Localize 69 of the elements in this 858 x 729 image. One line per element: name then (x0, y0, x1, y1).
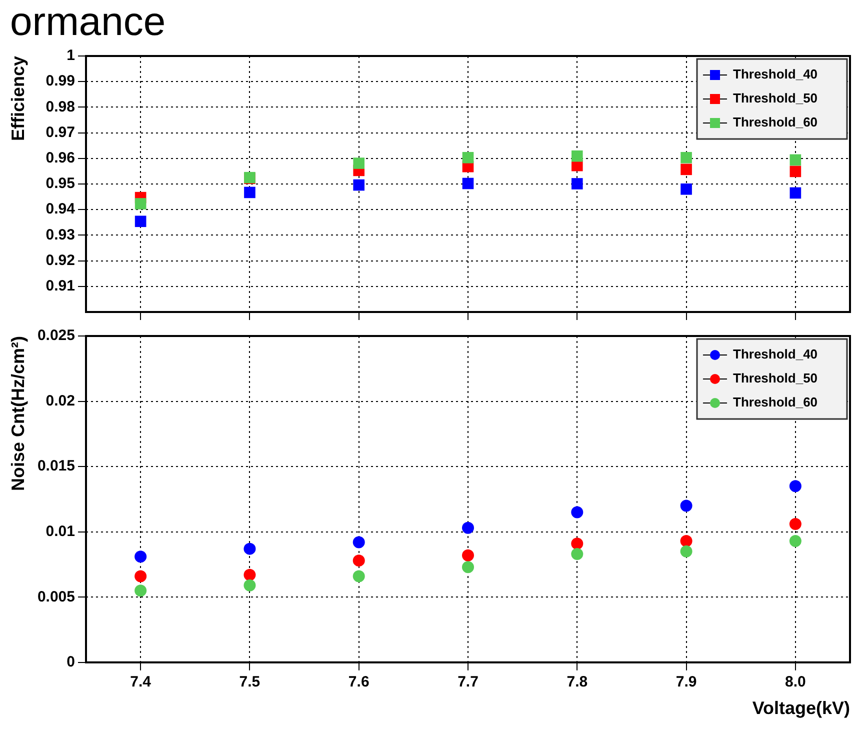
x-tick-label: 7.4 (130, 674, 152, 691)
x-tick-label: 7.7 (458, 674, 478, 691)
point (790, 166, 802, 178)
point (134, 570, 147, 582)
y-tick-label: 0.01 (46, 522, 75, 540)
point (462, 522, 474, 534)
y-axis-title: Noise Cnt(Hz/cm²) (8, 336, 28, 492)
y-tick-label: 0.93 (46, 226, 75, 244)
legend-label: Threshold_50 (733, 90, 818, 106)
point (680, 183, 692, 195)
point (571, 178, 583, 190)
y-tick-label: 0.99 (46, 72, 75, 90)
point (789, 518, 802, 530)
point (244, 186, 256, 198)
y-tick-label: 0.98 (46, 98, 75, 116)
y-tick-label: 0.015 (37, 458, 75, 475)
point (244, 542, 256, 555)
point (352, 554, 365, 567)
y-tick-label: 0.94 (46, 200, 76, 218)
point (462, 561, 474, 574)
point (134, 584, 147, 597)
point (571, 506, 584, 518)
y-tick-label: 0.95 (46, 175, 75, 192)
point (680, 164, 692, 176)
point (571, 150, 583, 162)
y-tick-label: 0.96 (46, 150, 75, 167)
y-tick-label: 0.025 (37, 327, 75, 344)
x-tick-label: 7.6 (348, 674, 370, 691)
x-tick-label: 7.5 (239, 674, 260, 691)
point (680, 500, 692, 512)
point (353, 179, 365, 191)
y-axis-title: Efficiency (8, 56, 28, 142)
point (353, 158, 365, 169)
point (571, 538, 584, 550)
x-tick-label: 8.0 (785, 674, 806, 691)
point (462, 178, 474, 190)
y-tick-label: 0.91 (46, 278, 75, 295)
point (134, 216, 146, 228)
y-tick-label: 0 (66, 654, 75, 671)
point (244, 568, 256, 581)
point (680, 534, 692, 547)
legend-label: Threshold_40 (733, 66, 818, 82)
x-axis-title: Voltage(kV) (752, 698, 850, 718)
point (134, 198, 146, 210)
x-tick-label: 7.9 (676, 674, 697, 691)
y-tick-label: 1 (66, 47, 75, 64)
legend-label: Threshold_40 (733, 346, 818, 362)
point (789, 534, 802, 547)
x-tick-label: 7.8 (566, 674, 588, 691)
chart-title: ormance (9, 0, 167, 44)
point (134, 550, 147, 563)
y-tick-label: 0.92 (46, 252, 75, 269)
point (680, 545, 692, 558)
point (789, 480, 802, 492)
legend-label: Threshold_60 (733, 394, 818, 410)
point (244, 579, 256, 592)
legend-label: Threshold_50 (733, 370, 818, 386)
point (790, 187, 802, 199)
y-tick-label: 0.97 (46, 124, 75, 141)
point (571, 548, 584, 560)
point (680, 152, 692, 164)
point (790, 154, 802, 166)
y-tick-label: 0.005 (37, 588, 75, 606)
legend-label: Threshold_60 (733, 114, 818, 130)
y-tick-label: 0.02 (46, 392, 75, 410)
point (352, 570, 365, 582)
point (462, 549, 474, 562)
point (352, 536, 365, 548)
point (462, 152, 474, 164)
